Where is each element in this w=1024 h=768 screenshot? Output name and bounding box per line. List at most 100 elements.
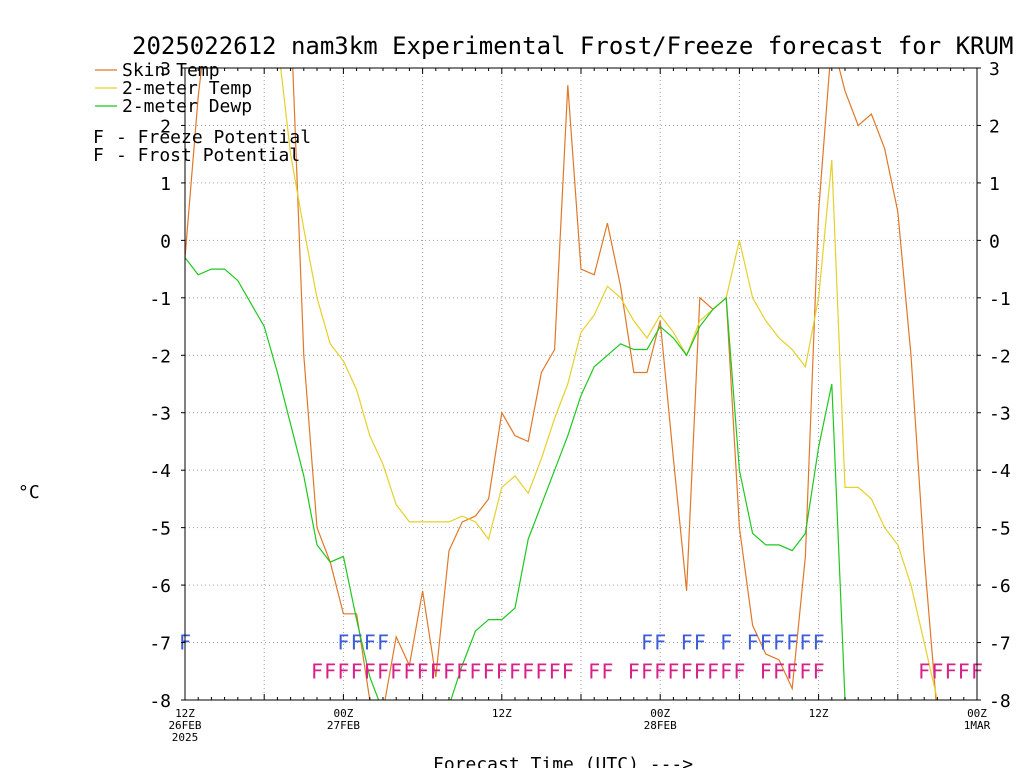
freeze-flag: F (324, 659, 336, 683)
y-tick-label-right: 2 (989, 116, 1000, 137)
frost-flag: F (720, 631, 732, 655)
y-tick-label-right: -4 (989, 461, 1011, 482)
freeze-flag: F (786, 659, 798, 683)
y-tick-label-right: -1 (989, 289, 1011, 310)
y-tick-label: -8 (149, 691, 171, 712)
freeze-flag: F (733, 659, 745, 683)
freeze-flag: F (562, 659, 574, 683)
y-tick-label-right: -6 (989, 576, 1011, 597)
freeze-flag: F (535, 659, 547, 683)
y-tick-label-right: -2 (989, 346, 1011, 367)
legend-flag-label: - Freeze Potential (116, 127, 311, 148)
frost-flag: F (747, 631, 759, 655)
x-tick-label: 1MAR (964, 719, 991, 732)
x-tick-label: 00Z (967, 707, 987, 720)
frost-flag: F (813, 631, 825, 655)
freeze-flag: F (945, 659, 957, 683)
x-tick-label: 12Z (492, 707, 512, 720)
x-tick-label: 12Z (809, 707, 829, 720)
x-tick-label: 12Z (175, 707, 195, 720)
y-tick-label: -3 (149, 404, 171, 425)
y-tick-label: -1 (149, 289, 171, 310)
freeze-flag: F (456, 659, 468, 683)
freeze-flag: F (351, 659, 363, 683)
freeze-flag: F (483, 659, 495, 683)
series-line-2-meter-dewp (185, 257, 846, 700)
freeze-flag: F (641, 659, 653, 683)
legend-label: 2-meter Temp (122, 78, 252, 99)
freeze-flag: F (522, 659, 534, 683)
chart-title: 2025022612 nam3km Experimental Frost/Fre… (132, 32, 1013, 60)
freeze-flag: F (773, 659, 785, 683)
legend-label: Skin Temp (122, 60, 220, 81)
y-tick-label: -7 (149, 634, 171, 655)
freeze-flag: F (654, 659, 666, 683)
y-tick-label-right: -8 (989, 691, 1011, 712)
freeze-flag: F (403, 659, 415, 683)
freeze-flag: F (918, 659, 930, 683)
y-tick-label: -6 (149, 576, 171, 597)
freeze-flag: F (469, 659, 481, 683)
legend-flag-symbol: F (93, 127, 104, 148)
y-tick-label-right: -3 (989, 404, 1011, 425)
frost-flag: F (654, 631, 666, 655)
y-tick-label-right: 3 (989, 59, 1000, 80)
x-tick-label: 28FEB (644, 719, 677, 732)
freeze-flag: F (760, 659, 772, 683)
y-tick-label-right: 1 (989, 174, 1000, 195)
freeze-flag: F (813, 659, 825, 683)
frost-flag: F (641, 631, 653, 655)
x-tick-label: 00Z (650, 707, 670, 720)
series-line-2-meter-temp (280, 68, 939, 700)
freeze-flag: F (667, 659, 679, 683)
x-axis-label: Forecast Time (UTC) ---> (433, 754, 693, 768)
y-tick-label: -5 (149, 519, 171, 540)
freeze-flag: F (496, 659, 508, 683)
frost-flag: F (773, 631, 785, 655)
frost-flag: F (760, 631, 772, 655)
frost-flag: F (364, 631, 376, 655)
frost-flag: F (694, 631, 706, 655)
freeze-flag: F (707, 659, 719, 683)
x-tick-label: 00Z (333, 707, 353, 720)
freeze-flag: F (337, 659, 349, 683)
x-tick-label: 27FEB (327, 719, 360, 732)
frost-flag: F (377, 631, 389, 655)
freeze-flag: F (601, 659, 613, 683)
freeze-flag: F (390, 659, 402, 683)
legend-flag-symbol: F (93, 145, 104, 166)
y-axis-ticks: -8 -8 -7 -7 -6 -6 -5 -5 -4 -4 -3 -3 -2 -2 -1 -1 0 0 1 1 2 2 3 3 (149, 59, 1010, 712)
series-lines (185, 68, 939, 700)
freeze-flag: F (443, 659, 455, 683)
y-axis-label: °C (18, 482, 40, 503)
freeze-flag: F (509, 659, 521, 683)
freeze-flag: F (720, 659, 732, 683)
legend-label: 2-meter Dewp (122, 96, 252, 117)
x-tick-label: 26FEB (168, 719, 201, 732)
x-tick-label: 2025 (172, 731, 199, 744)
freeze-flag: F (549, 659, 561, 683)
y-tick-label: 1 (160, 174, 171, 195)
y-tick-label: 3 (160, 59, 171, 80)
freeze-flag: F (364, 659, 376, 683)
freeze-flag: F (311, 659, 323, 683)
gridlines (185, 68, 977, 700)
y-tick-label-right: -7 (989, 634, 1011, 655)
freeze-flag: F (681, 659, 693, 683)
freeze-flag: F (430, 659, 442, 683)
frost-flag: F (337, 631, 349, 655)
frost-flag: F (799, 631, 811, 655)
frost-flag: F (351, 631, 363, 655)
freeze-flag: F (628, 659, 640, 683)
y-tick-label: 2 (160, 116, 171, 137)
freeze-flag: F (799, 659, 811, 683)
freeze-flag: F (588, 659, 600, 683)
potential-flags: F F F F F F F F F F F F F F F FF F F F F F F F F F F F F F F F F F F F F F F F… (179, 631, 983, 684)
frost-flag: F (786, 631, 798, 655)
freeze-flag: F (377, 659, 389, 683)
y-tick-label: 0 (160, 231, 171, 252)
freeze-flag: F (931, 659, 943, 683)
y-tick-label: -4 (149, 461, 171, 482)
